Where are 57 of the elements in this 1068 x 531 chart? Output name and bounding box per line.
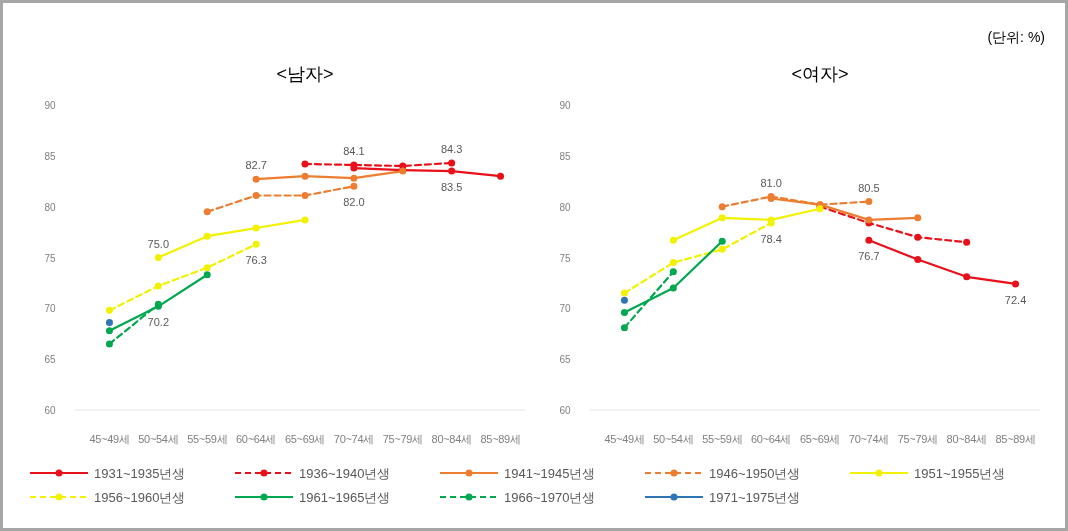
y-tick-label: 85	[44, 150, 56, 162]
y-tick-label: 75	[559, 252, 571, 264]
x-tick-label: 80~84세	[431, 433, 472, 445]
data-label: 76.7	[858, 250, 880, 263]
y-tick-label: 65	[44, 354, 56, 366]
x-tick-label: 55~59세	[187, 433, 228, 445]
legend-label: 1956~1960년생	[94, 490, 186, 505]
x-tick-label: 60~64세	[751, 433, 792, 445]
data-label: 75.0	[147, 237, 170, 250]
x-tick-label: 75~79세	[382, 433, 423, 445]
x-tick-label: 70~74세	[848, 433, 889, 445]
chart-title: <남자>	[276, 64, 334, 84]
x-tick-label: 75~79세	[897, 433, 938, 445]
x-tick-label: 80~84세	[946, 433, 987, 445]
y-tick-label: 70	[559, 303, 571, 315]
data-label: 76.3	[245, 254, 267, 267]
y-tick-label: 60	[559, 405, 571, 416]
y-tick-label: 90	[559, 100, 571, 111]
chart-title: <여자>	[791, 64, 849, 84]
x-tick-label: 50~54세	[653, 433, 694, 445]
x-tick-label: 55~59세	[702, 433, 743, 445]
legend-label: 1971~1975년생	[709, 490, 801, 505]
x-tick-label: 45~49세	[89, 433, 130, 445]
y-tick-label: 70	[44, 303, 56, 315]
y-tick-label: 75	[44, 252, 56, 264]
data-label: 81.0	[760, 176, 782, 189]
y-tick-label: 85	[559, 150, 571, 162]
x-tick-label: 50~54세	[138, 433, 179, 445]
y-tick-label: 80	[44, 201, 56, 213]
x-tick-label: 85~89세	[480, 433, 521, 445]
legend-label: 1966~1970년생	[504, 490, 596, 505]
x-tick-label: 45~49세	[604, 433, 645, 445]
y-tick-label: 60	[44, 405, 56, 416]
y-tick-label: 80	[559, 201, 571, 213]
data-label: 82.7	[245, 159, 267, 172]
data-label: 84.1	[343, 144, 365, 157]
data-label: 78.4	[760, 232, 782, 245]
data-label: 80.5	[858, 181, 880, 194]
x-tick-label: 60~64세	[236, 433, 277, 445]
x-tick-label: 70~74세	[333, 433, 374, 445]
legend-label: 1961~1965년생	[299, 490, 391, 505]
data-label: 70.2	[147, 316, 170, 329]
data-label: 82.0	[343, 196, 365, 209]
data-label: 83.5	[440, 181, 463, 194]
data-label: 72.4	[1004, 293, 1027, 306]
legend-label: 1936~1940년생	[299, 466, 391, 481]
legend-label: 1931~1935년생	[94, 466, 186, 481]
y-tick-label: 65	[559, 354, 571, 366]
x-tick-label: 85~89세	[995, 433, 1036, 445]
x-tick-label: 65~69세	[284, 433, 326, 445]
data-label: 84.3	[440, 142, 463, 155]
legend-label: 1946~1950년생	[709, 466, 801, 481]
x-tick-label: 65~69세	[799, 433, 841, 445]
legend-label: 1941~1945년생	[504, 466, 596, 481]
y-tick-label: 90	[44, 100, 56, 111]
text: (단위: %)	[987, 29, 1045, 45]
legend-label: 1951~1955년생	[914, 466, 1006, 481]
